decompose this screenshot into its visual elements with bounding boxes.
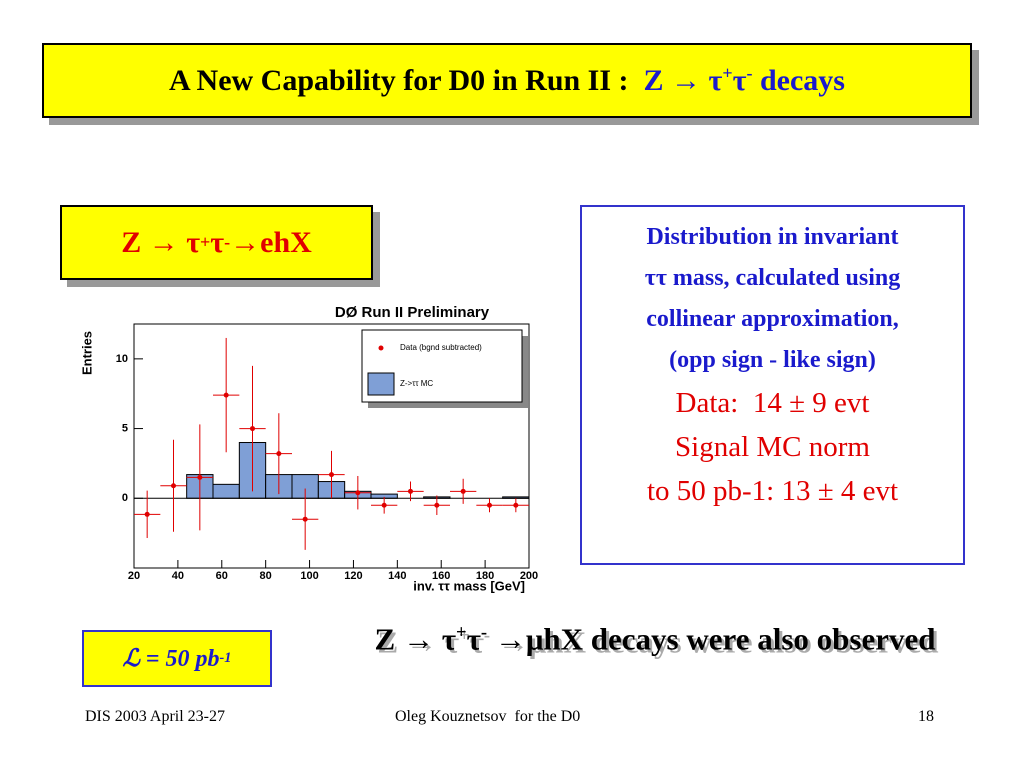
x-tick-label: 40 <box>172 570 184 582</box>
result-line: Data: 14 ± 9 evt <box>675 387 870 419</box>
formula-part: Z → τ <box>643 64 723 97</box>
luminosity: ℒ = 50 pb <box>122 646 220 672</box>
data-point <box>144 511 150 517</box>
y-tick-label: 5 <box>122 422 128 434</box>
formula-part: Z → τ <box>121 225 201 259</box>
data-point <box>197 474 203 480</box>
data-point <box>171 483 176 489</box>
formula-part: →μhX decays were also observed <box>487 621 936 657</box>
data-point <box>460 488 466 494</box>
observation: Z → τ+τ- →μhX decays were also observed <box>360 612 950 660</box>
legend-label: Data (bgnd subtracted) <box>400 343 482 352</box>
formula-sup: - <box>746 63 753 83</box>
legend-marker <box>378 345 384 351</box>
y-axis-label: Entries <box>79 331 94 375</box>
data-point <box>487 502 492 508</box>
formula-part: →ehX <box>230 225 312 259</box>
y-tick-label: 0 <box>122 492 128 504</box>
data-point <box>381 502 387 508</box>
formula-sup: - <box>480 622 488 643</box>
x-tick-label: 80 <box>260 570 272 582</box>
description-line: collinear approximation, <box>646 306 899 332</box>
x-tick-label: 120 <box>344 570 362 582</box>
result-line: to 50 pb-1: 13 ± 4 evt <box>646 475 899 507</box>
formula-part: decays <box>752 64 845 97</box>
title-box: A New Capability for D0 in Run II : Z → … <box>42 43 972 118</box>
data-point <box>513 502 519 508</box>
footer-left: DIS 2003 April 23-27 <box>85 708 225 725</box>
luminosity-sup: -1 <box>219 650 232 666</box>
data-point <box>250 426 255 432</box>
formula-sup: - <box>224 232 231 252</box>
x-tick-label: 100 <box>300 570 318 582</box>
title: A New Capability for D0 in Run II : <box>169 63 629 97</box>
data-point <box>276 451 282 457</box>
formula-sup: + <box>200 232 211 252</box>
x-tick-label: 20 <box>128 570 140 582</box>
formula-part: τ <box>466 621 481 657</box>
x-axis-label: inv. ττ mass [GeV] <box>413 578 525 593</box>
x-tick-label: 160 <box>432 570 450 582</box>
legend-label: Z->ττ MC <box>400 379 433 388</box>
data-point <box>408 488 413 494</box>
formula-sup: + <box>455 622 467 643</box>
footer-center: Oleg Kouznetsov for the D0 <box>395 708 581 725</box>
formula-part: τ <box>732 64 747 97</box>
channel-box: Z → τ + τ - →ehX <box>60 205 373 280</box>
x-tick-label: 60 <box>216 570 228 582</box>
data-point <box>355 490 361 496</box>
formula-part: Z → τ <box>374 621 456 657</box>
description-line: (opp sign - like sign) <box>669 347 876 373</box>
y-tick-label: 10 <box>116 353 128 365</box>
result-line: Signal MC norm <box>675 431 870 463</box>
x-tick-label: 140 <box>388 570 406 582</box>
x-tick-label: 200 <box>520 570 538 582</box>
title-formula: Z → τ+τ- decays <box>644 63 845 98</box>
formula-part: τ <box>210 225 225 259</box>
page-number: 18 <box>918 708 934 725</box>
data-point <box>329 472 334 478</box>
chart: DØ Run II Preliminary inv. ττ mass [GeV]… <box>79 304 538 593</box>
legend-swatch <box>367 372 395 396</box>
data-point <box>302 516 308 522</box>
formula-sup: + <box>722 63 733 83</box>
chart-title: DØ Run II Preliminary <box>335 304 490 321</box>
description-line: ττ mass, calculated using <box>644 265 901 291</box>
x-tick-label: 180 <box>476 570 494 582</box>
histogram-bar <box>212 483 240 499</box>
description-line: Distribution in invariant <box>646 224 899 250</box>
data-point <box>434 502 440 508</box>
luminosity-box: ℒ = 50 pb -1 <box>82 630 272 687</box>
data-point <box>223 392 229 398</box>
description-box: Distribution in invariant ττ mass, calcu… <box>580 205 965 565</box>
